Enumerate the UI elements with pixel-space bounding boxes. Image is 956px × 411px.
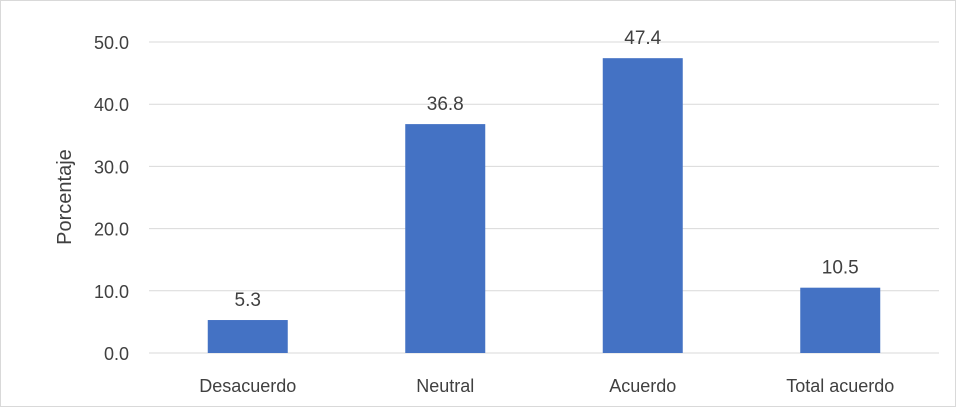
y-tick-label: 50.0 (94, 33, 129, 53)
data-label: 36.8 (427, 94, 464, 115)
y-tick-label: 0.0 (104, 344, 129, 364)
bar-neutral (405, 124, 486, 353)
y-tick-label: 10.0 (94, 282, 129, 302)
y-tick-label: 30.0 (94, 157, 129, 177)
x-axis-ticks: Desacuerdo Neutral Acuerdo Total acuerdo (199, 376, 894, 396)
y-tick-label: 40.0 (94, 95, 129, 115)
x-tick-label: Neutral (416, 376, 474, 396)
bar-acuerdo (602, 58, 683, 354)
y-axis-label: Porcentaje (54, 149, 76, 245)
bars (207, 58, 881, 354)
bar-desacuerdo (207, 320, 288, 353)
x-tick-label: Acuerdo (609, 376, 676, 396)
x-tick-label: Desacuerdo (199, 376, 296, 396)
bar-total-acuerdo (800, 287, 881, 353)
data-labels: 5.3 36.8 47.4 10.5 (235, 28, 859, 311)
data-label: 47.4 (624, 28, 661, 49)
y-tick-label: 20.0 (94, 220, 129, 240)
x-tick-label: Total acuerdo (786, 376, 894, 396)
data-label: 5.3 (235, 290, 261, 311)
data-label: 10.5 (822, 258, 859, 279)
y-axis-ticks: 0.0 10.0 20.0 30.0 40.0 50.0 (94, 33, 129, 364)
